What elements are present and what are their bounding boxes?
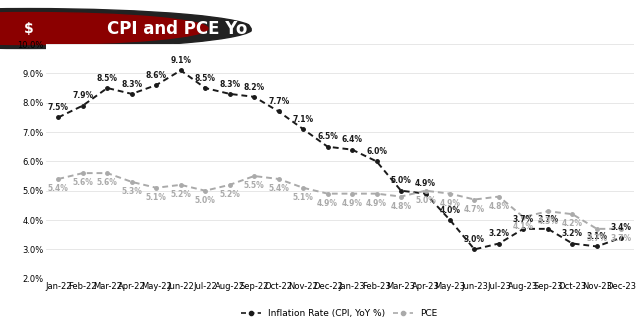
Text: 6.4%: 6.4%	[342, 135, 363, 144]
Text: 3.7%: 3.7%	[586, 234, 607, 243]
Text: 5.6%: 5.6%	[72, 178, 93, 187]
Text: 6.5%: 6.5%	[317, 132, 338, 141]
Text: 8.3%: 8.3%	[219, 80, 240, 89]
Text: 7.1%: 7.1%	[292, 115, 314, 124]
Text: 5.5%: 5.5%	[244, 181, 264, 190]
Text: 3.1%: 3.1%	[586, 232, 607, 241]
Text: 7.5%: 7.5%	[48, 103, 69, 112]
Text: 8.6%: 8.6%	[146, 71, 167, 80]
Text: 4.9%: 4.9%	[342, 199, 363, 208]
Text: 4.3%: 4.3%	[538, 216, 559, 226]
Text: 7.9%: 7.9%	[72, 91, 93, 100]
Text: 3.4%: 3.4%	[611, 223, 632, 232]
Text: 5.1%: 5.1%	[292, 193, 314, 202]
Text: 9.1%: 9.1%	[170, 56, 191, 65]
Text: 4.7%: 4.7%	[464, 205, 485, 214]
Text: 5.2%: 5.2%	[170, 190, 191, 199]
Text: 3.7%: 3.7%	[538, 215, 559, 224]
Text: 4.0%: 4.0%	[440, 206, 461, 215]
Text: $: $	[24, 22, 34, 36]
Text: 4.9%: 4.9%	[440, 199, 461, 208]
Text: 3.0%: 3.0%	[464, 235, 485, 244]
Text: 4.2%: 4.2%	[562, 219, 583, 229]
Text: 4.1%: 4.1%	[513, 222, 534, 231]
Text: 5.1%: 5.1%	[146, 193, 166, 202]
Text: 4.9%: 4.9%	[415, 179, 436, 188]
Text: 3.7%: 3.7%	[513, 215, 534, 224]
Text: 5.0%: 5.0%	[195, 196, 216, 205]
Text: 5.4%: 5.4%	[268, 184, 289, 193]
Text: 5.4%: 5.4%	[48, 184, 68, 193]
Text: 5.6%: 5.6%	[97, 178, 118, 187]
Text: 8.3%: 8.3%	[121, 80, 142, 89]
Text: 4.9%: 4.9%	[366, 199, 387, 208]
Text: 3.2%: 3.2%	[488, 229, 509, 238]
Text: 8.5%: 8.5%	[195, 74, 216, 83]
Circle shape	[0, 12, 208, 44]
Text: 5.3%: 5.3%	[122, 187, 142, 196]
Text: 5.0%: 5.0%	[390, 176, 412, 185]
Text: 8.5%: 8.5%	[97, 74, 118, 83]
Circle shape	[0, 8, 253, 49]
Text: 6.0%: 6.0%	[366, 147, 387, 156]
Text: 5.0%: 5.0%	[415, 196, 436, 205]
Text: 7.7%: 7.7%	[268, 97, 289, 106]
Text: 4.8%: 4.8%	[488, 202, 509, 211]
Text: 5.2%: 5.2%	[220, 190, 240, 199]
Legend: Inflation Rate (CPI, YoY %), PCE: Inflation Rate (CPI, YoY %), PCE	[237, 305, 441, 321]
Text: 4.9%: 4.9%	[317, 199, 338, 208]
Text: 4.8%: 4.8%	[390, 202, 412, 211]
Text: 3.7%: 3.7%	[611, 234, 632, 243]
Text: 3.2%: 3.2%	[562, 229, 583, 238]
Text: 8.2%: 8.2%	[244, 82, 265, 92]
Text: CPI and PCE YoY pct. change, jan. 2022 - dec. 2023: CPI and PCE YoY pct. change, jan. 2022 -…	[107, 20, 584, 37]
